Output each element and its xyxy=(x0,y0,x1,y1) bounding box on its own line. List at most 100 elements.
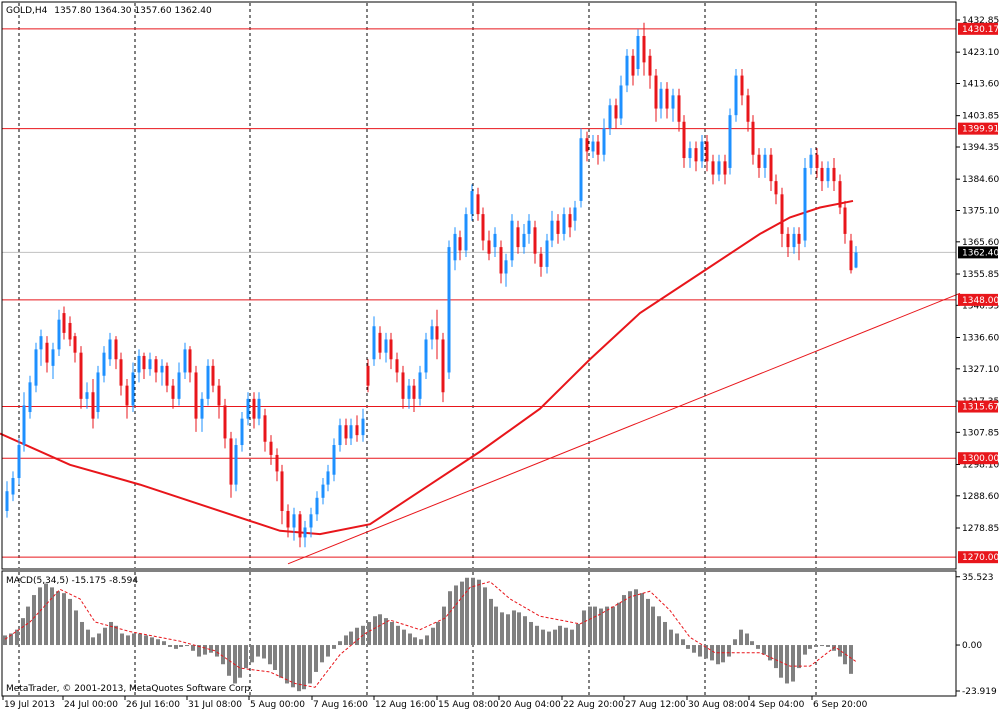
candle xyxy=(194,365,198,432)
candle-body xyxy=(246,398,250,419)
trendline[interactable] xyxy=(287,292,961,565)
candle xyxy=(246,392,250,426)
macd-bar xyxy=(465,577,469,646)
macd-bar xyxy=(523,616,527,646)
candle xyxy=(654,68,658,122)
candle xyxy=(234,438,238,492)
candle xyxy=(34,342,38,393)
time-tick-label: 15 Aug 08:00 xyxy=(438,700,499,710)
macd-bar xyxy=(103,627,107,646)
candle xyxy=(786,227,790,257)
macd-bar xyxy=(692,645,696,653)
time-tick-label: 30 Aug 08:00 xyxy=(688,700,749,710)
time-tick-label: 24 Jul 00:00 xyxy=(64,700,118,710)
price-axis: 1432.85 1423.10 1413.60 1403.85 1394.35 1384.… xyxy=(956,16,999,534)
horizontal-level-lines[interactable] xyxy=(2,28,956,558)
macd-bar xyxy=(605,606,609,646)
macd-tick-label: 0.00 xyxy=(962,641,982,651)
macd-bar xyxy=(291,645,295,688)
macd-bar xyxy=(727,645,731,657)
macd-bar xyxy=(156,639,160,646)
candle-body xyxy=(165,365,169,386)
candle xyxy=(223,398,227,449)
macd-bar xyxy=(797,645,801,669)
candle xyxy=(137,349,141,383)
macd-bar xyxy=(109,621,113,646)
candle-body xyxy=(602,128,606,155)
candle-body xyxy=(757,154,761,168)
macd-bar xyxy=(390,621,394,646)
candle-body xyxy=(522,233,526,248)
candle-body xyxy=(286,510,290,528)
macd-bar xyxy=(302,645,306,690)
macd-bar xyxy=(126,635,130,646)
candle-body xyxy=(200,398,204,419)
price-tick-label: 1432.85 xyxy=(962,16,999,26)
candle xyxy=(119,352,123,396)
candle xyxy=(412,379,416,413)
macd-bar xyxy=(622,595,626,646)
candle xyxy=(131,362,135,413)
candle xyxy=(211,359,215,393)
macd-bar xyxy=(138,633,142,646)
macd-bar xyxy=(355,627,359,646)
candle xyxy=(418,365,422,406)
macd-bar xyxy=(431,627,435,646)
macd-bar xyxy=(344,635,348,646)
candle-body xyxy=(585,138,589,152)
macd-bar xyxy=(489,598,493,646)
candle xyxy=(332,438,336,482)
time-tick-label: 4 Sep 04:00 xyxy=(750,700,805,710)
macd-bar xyxy=(56,591,60,646)
candle xyxy=(114,336,118,370)
candle xyxy=(522,224,526,254)
candle xyxy=(665,82,669,119)
candle-body xyxy=(694,148,698,162)
candle-body xyxy=(493,233,497,248)
candle xyxy=(688,141,692,168)
candle xyxy=(57,309,61,356)
candle xyxy=(160,359,164,386)
candle-body xyxy=(229,438,233,485)
candle xyxy=(493,227,497,257)
price-tick-label: 1355.85 xyxy=(962,270,999,280)
price-tick-label: 1298.10 xyxy=(962,460,999,470)
candle-body xyxy=(407,385,411,399)
macd-bar xyxy=(541,629,545,646)
candle xyxy=(854,246,858,269)
level-tag xyxy=(958,293,998,306)
candle xyxy=(22,392,26,452)
candle-body xyxy=(562,214,566,234)
copyright-text: MetaTrader, © 2001-2013, MetaQuotes Soft… xyxy=(6,684,253,694)
macd-bar xyxy=(576,623,580,646)
candle xyxy=(516,220,520,254)
candle-body xyxy=(68,322,72,340)
time-tick-label: 31 Jul 08:00 xyxy=(188,700,242,710)
candle-body xyxy=(723,161,727,175)
candle-body xyxy=(849,240,853,271)
candle-body xyxy=(28,382,32,413)
candle xyxy=(780,187,784,248)
macd-bar xyxy=(814,645,818,647)
candle-body xyxy=(510,220,514,261)
candle-body xyxy=(366,365,370,386)
candle xyxy=(545,233,549,274)
candle xyxy=(17,438,21,485)
candle-body xyxy=(671,95,675,109)
candle xyxy=(648,49,652,89)
macd-bar xyxy=(593,606,597,646)
candle-body xyxy=(803,167,807,241)
candle xyxy=(797,227,801,261)
candle xyxy=(298,510,302,548)
price-tick-label: 1403.85 xyxy=(962,112,999,122)
candle xyxy=(424,332,428,380)
candle xyxy=(430,319,434,350)
candle-body xyxy=(177,372,181,399)
price-tick-label: 1307.85 xyxy=(962,428,999,438)
candle xyxy=(96,365,100,419)
price-tick-label: 1327.10 xyxy=(962,365,999,375)
macd-bar xyxy=(396,625,400,646)
macd-bar xyxy=(558,625,562,646)
macd-bar xyxy=(791,645,795,682)
